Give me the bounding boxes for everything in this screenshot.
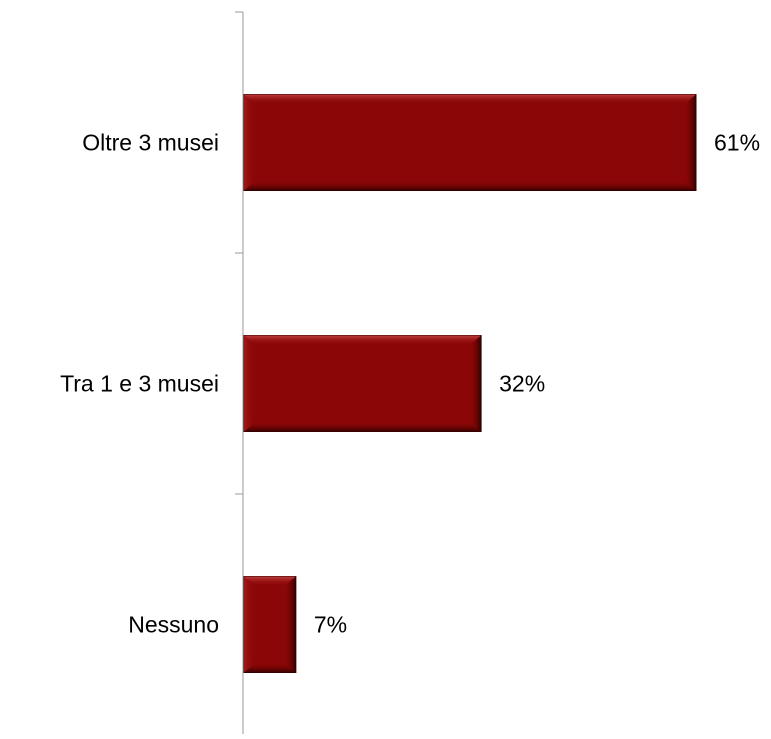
bar-1: [243, 94, 697, 191]
bar-bevel-top: [244, 335, 482, 346]
bar-bevel-right: [283, 576, 296, 673]
category-label: Tra 1 e 3 musei: [60, 371, 219, 397]
category-label: Nessuno: [128, 612, 219, 638]
value-label: 7%: [314, 612, 347, 638]
bar-3: [243, 576, 297, 673]
bar-bevel-left: [244, 335, 256, 432]
bar-body: [243, 94, 697, 191]
y-axis: [235, 11, 244, 734]
labels-group: Oltre 3 musei 61% Tra 1 e 3 musei 32% Nessun…: [60, 130, 760, 638]
bar-bevel-left: [244, 94, 256, 191]
bar-2: [243, 335, 482, 432]
value-label: 32%: [499, 371, 545, 397]
bar-body: [243, 335, 482, 432]
bar-bevel-right: [469, 335, 482, 432]
bars-group: [243, 94, 697, 673]
bar-bevel-bottom: [244, 662, 296, 673]
bar-bevel-top: [244, 576, 296, 587]
bar-bevel-top: [244, 94, 696, 105]
bar-bevel-bottom: [244, 180, 696, 191]
category-label: Oltre 3 musei: [82, 130, 219, 156]
bar-bevel-left: [244, 576, 256, 673]
bar-bevel-right: [684, 94, 696, 191]
value-label: 61%: [714, 130, 760, 156]
bar-bevel-bottom: [244, 421, 482, 432]
